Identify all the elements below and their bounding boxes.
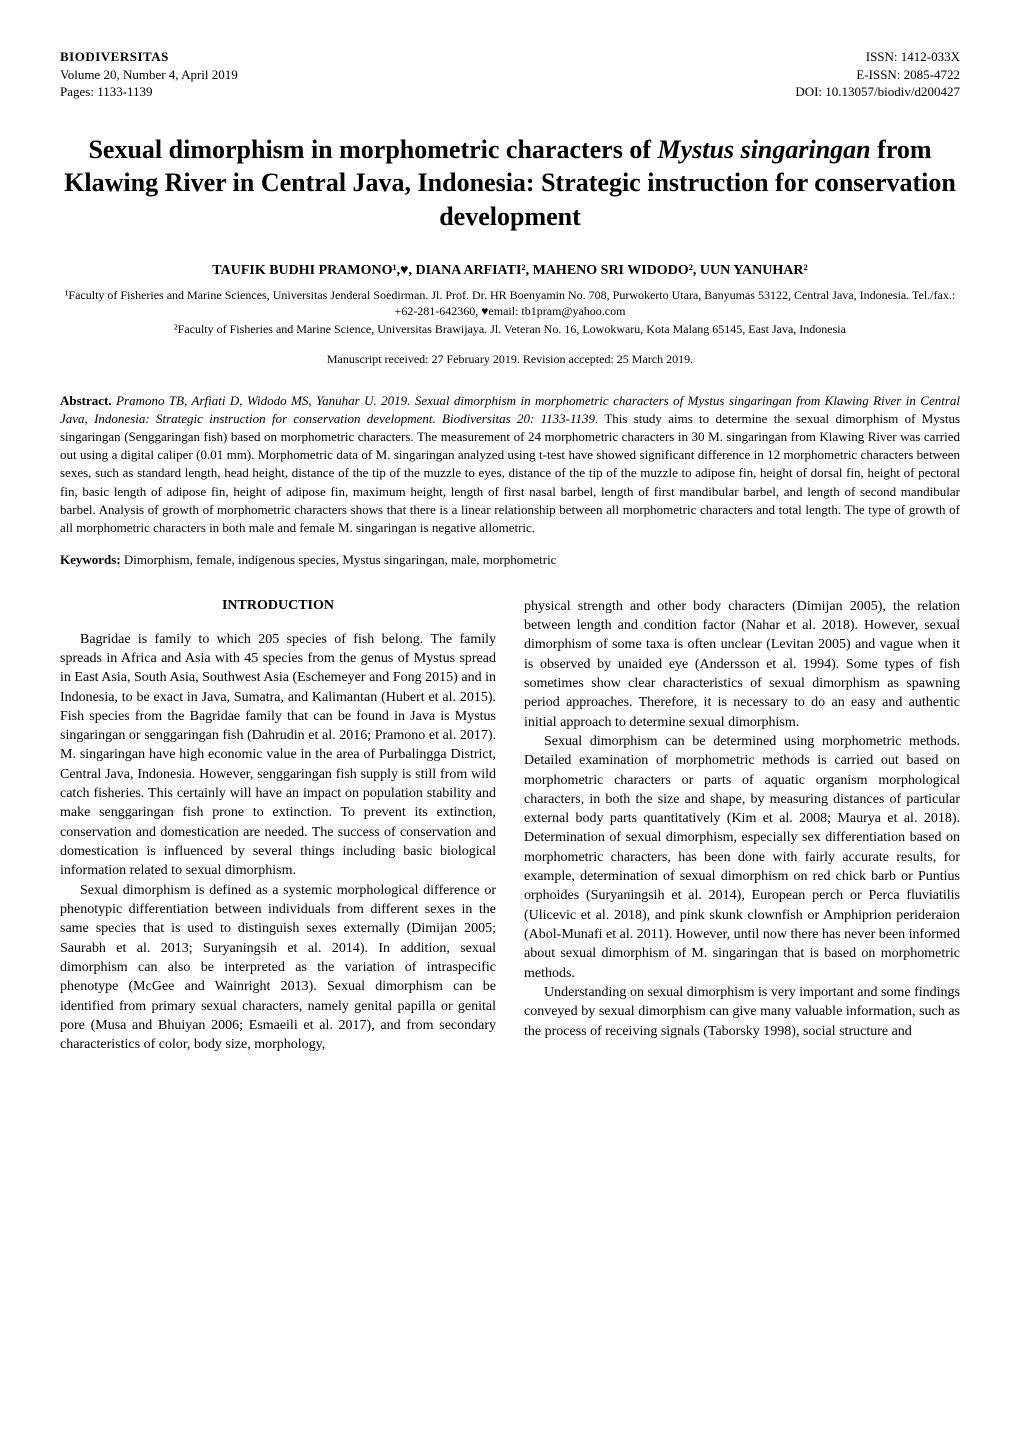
intro-paragraph: Sexual dimorphism is defined as a system… xyxy=(60,881,496,1055)
page-header: BIODIVERSITAS Volume 20, Number 4, April… xyxy=(60,48,960,101)
body-columns: INTRODUCTION Bagridae is family to which… xyxy=(60,597,960,1055)
abstract-label: Abstract. xyxy=(60,393,112,408)
pages-info: Pages: 1133-1139 xyxy=(60,83,238,101)
keywords-text: Dimorphism, female, indigenous species, … xyxy=(124,552,557,567)
keywords-label: Keywords: xyxy=(60,552,121,567)
left-column: INTRODUCTION Bagridae is family to which… xyxy=(60,597,496,1055)
authors-line: TAUFIK BUDHI PRAMONO¹,♥, DIANA ARFIATI²,… xyxy=(60,262,960,281)
keywords-block: Keywords: Dimorphism, female, indigenous… xyxy=(60,551,960,569)
header-left: BIODIVERSITAS Volume 20, Number 4, April… xyxy=(60,48,238,101)
header-right: ISSN: 1412-033X E-ISSN: 2085-4722 DOI: 1… xyxy=(795,48,960,101)
right-column: physical strength and other body charact… xyxy=(524,597,960,1055)
journal-name: BIODIVERSITAS xyxy=(60,48,238,66)
abstract-text: This study aims to determine the sexual … xyxy=(60,411,960,535)
manuscript-dates: Manuscript received: 27 February 2019. R… xyxy=(60,351,960,367)
intro-paragraph: Understanding on sexual dimorphism is ve… xyxy=(524,983,960,1041)
abstract-block: Abstract. Pramono TB, Arfiati D, Widodo … xyxy=(60,392,960,538)
intro-paragraph: Bagridae is family to which 205 species … xyxy=(60,630,496,881)
intro-paragraph: Sexual dimorphism can be determined usin… xyxy=(524,732,960,983)
issn: ISSN: 1412-033X xyxy=(795,48,960,66)
section-heading-introduction: INTRODUCTION xyxy=(60,597,496,616)
article-title: Sexual dimorphism in morphometric charac… xyxy=(60,133,960,234)
eissn: E-ISSN: 2085-4722 xyxy=(795,66,960,84)
volume-info: Volume 20, Number 4, April 2019 xyxy=(60,66,238,84)
affiliation-2: ²Faculty of Fisheries and Marine Science… xyxy=(60,321,960,337)
doi: DOI: 10.13057/biodiv/d200427 xyxy=(795,83,960,101)
intro-paragraph-continuation: physical strength and other body charact… xyxy=(524,597,960,732)
affiliation-1: ¹Faculty of Fisheries and Marine Science… xyxy=(60,287,960,319)
